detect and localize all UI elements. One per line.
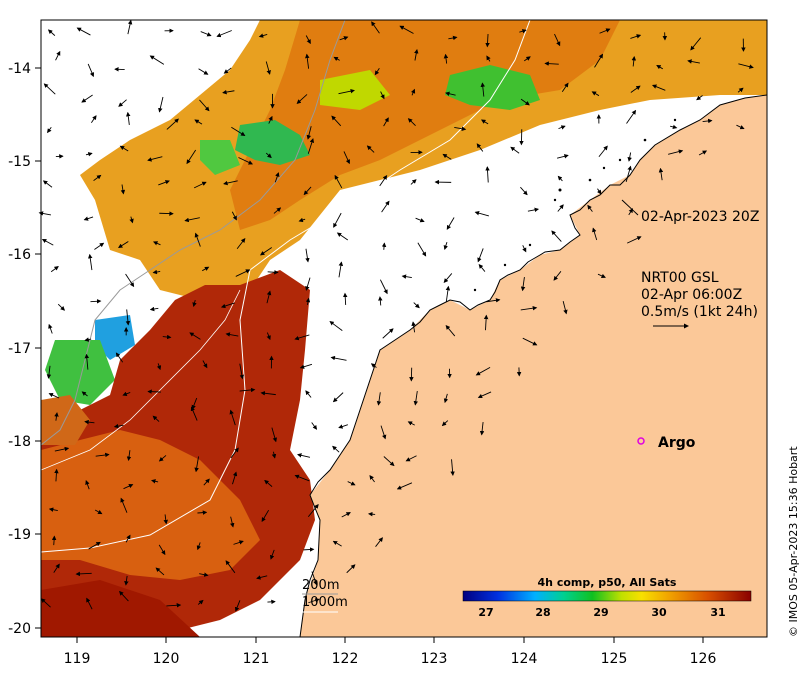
lon-tick-124: 124 [511, 651, 538, 667]
colorbar [463, 591, 751, 601]
track-label: 02-Apr-2023 20Z [641, 209, 759, 225]
depth-200-label: 200m [302, 578, 339, 593]
depth-1000-label: 1000m [302, 595, 348, 610]
current-vector [369, 514, 375, 515]
lat-tick-16: -16 [8, 247, 31, 263]
current-vector [304, 549, 314, 550]
colorbar-title: 4h comp, p50, All Sats [538, 576, 677, 589]
lon-tick-119: 119 [64, 651, 91, 667]
colorbar-tick-30: 30 [651, 606, 667, 619]
current-time: 02-Apr 06:00Z [641, 287, 742, 303]
lon-tick-121: 121 [243, 651, 270, 667]
current-scale-label: 0.5m/s (1kt 24h) [641, 304, 758, 320]
colorbar-tick-29: 29 [593, 606, 608, 619]
lon-tick-125: 125 [601, 651, 628, 667]
colorbar-tick-28: 28 [535, 606, 550, 619]
current-vector [148, 391, 161, 392]
lat-tick-15: -15 [8, 154, 31, 170]
lat-tick-20: -20 [8, 621, 31, 637]
lat-tick-17: -17 [8, 341, 31, 357]
current-vector [197, 512, 206, 513]
lon-tick-123: 123 [421, 651, 448, 667]
latitude-axis: -14 -15 -16 -17 -18 -19 -20 [8, 61, 41, 637]
current-title: NRT00 GSL [641, 270, 719, 286]
lat-tick-14: -14 [8, 61, 31, 77]
lon-tick-120: 120 [153, 651, 180, 667]
lon-tick-122: 122 [332, 651, 359, 667]
credit-text: © IMOS 05-Apr-2023 15:36 Hobart [787, 446, 800, 637]
argo-label: Argo [658, 435, 696, 451]
lat-tick-19: -19 [8, 527, 31, 543]
lat-tick-18: -18 [8, 434, 31, 450]
current-vector [268, 272, 278, 273]
current-vector [384, 243, 385, 250]
colorbar-tick-27: 27 [478, 606, 493, 619]
lon-tick-126: 126 [690, 651, 717, 667]
current-vector [54, 536, 55, 545]
longitude-axis: 119 120 121 122 123 124 125 126 [64, 637, 717, 667]
colorbar-tick-31: 31 [710, 606, 725, 619]
